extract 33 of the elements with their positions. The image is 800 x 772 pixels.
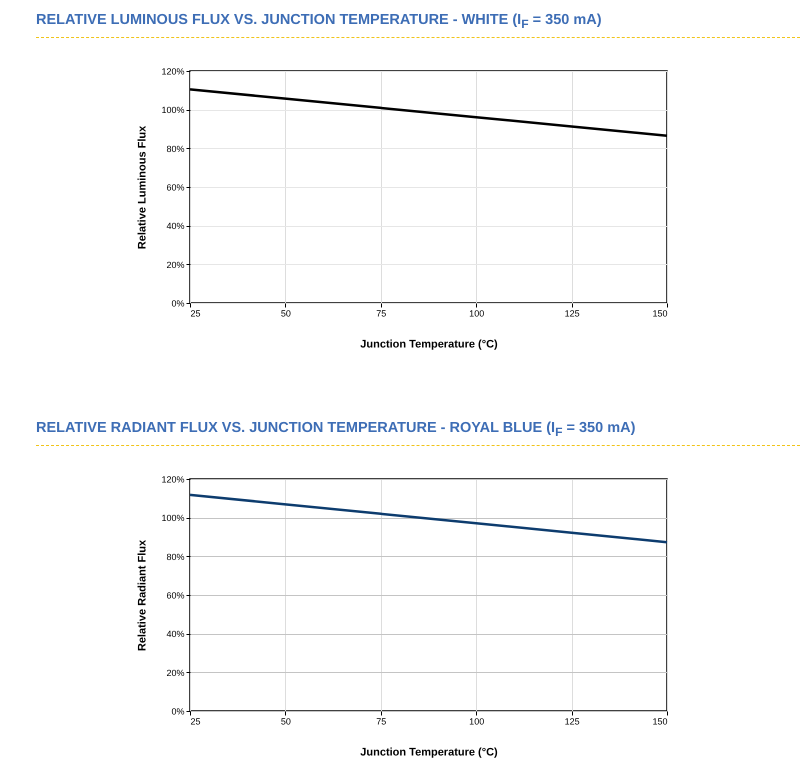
y-tick-label: 0% — [171, 706, 184, 716]
x-tick-label: 150 — [652, 308, 668, 318]
x-tick-label: 25 — [190, 716, 201, 726]
y-tick-label: 0% — [171, 298, 184, 308]
x-tick-label: 75 — [376, 308, 386, 318]
y-tick-label: 100% — [161, 105, 184, 116]
x-tick-label: 150 — [652, 716, 668, 726]
y-tick-label: 120% — [161, 66, 184, 76]
x-axis-title: Junction Temperature (°C) — [360, 746, 498, 758]
chart-title: RELATIVE RADIANT FLUX VS. JUNCTION TEMPERATURE - ROYAL BLUE (I$_{F}$ = 350 mA) — [36, 420, 800, 446]
y-tick-label: 120% — [161, 474, 184, 484]
y-tick-label: 60% — [166, 182, 184, 192]
y-tick-label: 20% — [166, 668, 184, 678]
x-tick-label: 50 — [280, 716, 291, 726]
y-tick-label: 100% — [161, 513, 184, 524]
y-tick-label: 80% — [166, 144, 184, 154]
y-tick-label: 20% — [166, 260, 184, 270]
x-axis-title: Junction Temperature (°C) — [360, 338, 498, 350]
y-axis-title: Relative Radiant Flux — [136, 539, 148, 652]
y-tick-label: 40% — [166, 221, 184, 232]
x-tick-label: 100 — [469, 716, 484, 726]
y-tick-label: 40% — [166, 629, 184, 640]
x-tick-label: 100 — [469, 308, 484, 318]
x-tick-label: 125 — [564, 716, 580, 726]
line-series — [188, 494, 668, 544]
y-tick-label: 80% — [166, 552, 184, 562]
x-tick-label: 50 — [280, 308, 291, 318]
x-tick-label: 25 — [190, 308, 201, 318]
x-tick-label: 125 — [564, 308, 580, 318]
y-tick-label: 60% — [166, 590, 184, 600]
chart-title: RELATIVE LUMINOUS FLUX VS. JUNCTION TEMPERATURE - WHITE (I$_{F}$ = 350 mA) — [36, 12, 800, 38]
x-tick-label: 75 — [376, 716, 386, 726]
y-axis-title: Relative Luminous Flux — [136, 124, 148, 250]
